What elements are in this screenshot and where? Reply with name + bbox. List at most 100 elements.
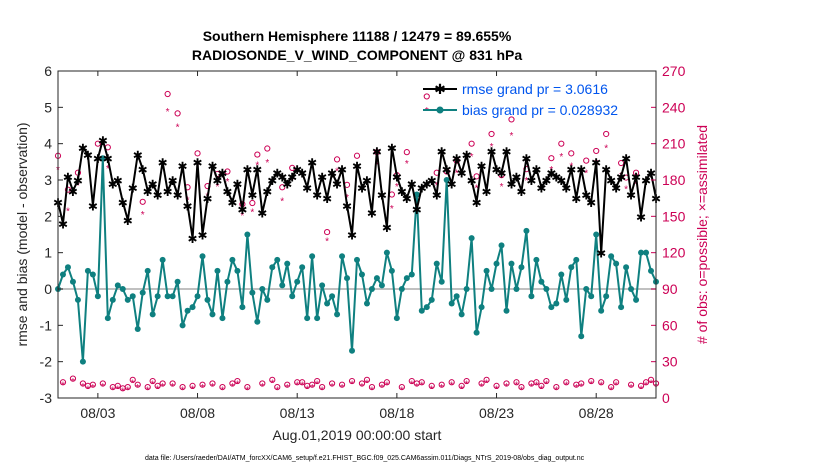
bias-point — [603, 293, 610, 300]
bias-point — [69, 278, 76, 285]
obs-assimilated-point: * — [166, 107, 170, 118]
obs-possible-point — [244, 384, 251, 391]
obs-possible-point — [279, 184, 286, 191]
rmse-point: ✱ — [277, 170, 287, 184]
obs-possible-point — [403, 149, 410, 156]
obs-assimilated-point: * — [589, 379, 593, 390]
rmse-point: ✱ — [113, 174, 123, 188]
obs-possible-point — [149, 377, 156, 385]
bias-point — [523, 227, 530, 234]
bias-point — [249, 289, 256, 296]
obs-assimilated-point: * — [116, 384, 120, 395]
y2-tick-label: 90 — [662, 281, 678, 297]
bias-point — [458, 311, 465, 318]
y2-tick-label: 240 — [662, 99, 686, 115]
obs-possible-point — [583, 157, 590, 164]
x-tick-label: 08/28 — [579, 405, 614, 421]
obs-assimilated-point: * — [385, 381, 389, 392]
obs-assimilated-point: * — [519, 386, 523, 397]
bias-point — [119, 286, 126, 292]
rmse-point: ✱ — [511, 170, 521, 184]
obs-assimilated-point: * — [415, 382, 419, 393]
obs-assimilated-point: * — [365, 378, 369, 389]
obs-possible-point — [563, 379, 570, 386]
rmse-point: ✱ — [143, 185, 153, 199]
obs-possible-point — [603, 130, 610, 138]
rmse-point: ✱ — [611, 181, 621, 195]
obs-assimilated-point: * — [216, 182, 220, 193]
obs-assimilated-point: * — [255, 160, 259, 171]
obs-possible-point — [69, 375, 77, 382]
rmse-point: ✱ — [352, 159, 362, 173]
bias-point — [314, 315, 321, 322]
rmse-point: ✱ — [183, 199, 193, 213]
obs-assimilated-point: * — [639, 384, 643, 395]
bias-point — [239, 304, 246, 311]
bias-point — [174, 278, 181, 285]
rmse-point: ✱ — [397, 185, 407, 199]
bias-point — [578, 333, 585, 340]
x-tick-label: 08/08 — [180, 405, 215, 421]
bias-point — [363, 300, 370, 307]
data-file-footnote: data file: /Users/raeder/DAI/ATM_forcXX/… — [145, 455, 585, 462]
obs-assimilated-point: * — [275, 386, 279, 397]
obs-assimilated-point: * — [564, 381, 568, 392]
rmse-point: ✱ — [123, 214, 133, 228]
obs-assimilated-point: * — [106, 164, 110, 175]
obs-assimilated-point: * — [270, 378, 274, 389]
rmse-point: ✱ — [427, 174, 437, 188]
rmse-point: ✱ — [312, 189, 322, 203]
obs-possible-point — [169, 380, 176, 387]
bias-point — [508, 260, 515, 267]
obs-possible-point — [488, 130, 495, 138]
rmse-point: ✱ — [551, 170, 561, 184]
obs-assimilated-point: * — [644, 381, 648, 392]
rmse-point: ✱ — [193, 156, 203, 170]
bias-point — [513, 286, 520, 292]
obs-possible-point — [548, 155, 555, 162]
bias-point — [99, 155, 106, 162]
obs-possible-point — [637, 382, 645, 389]
obs-possible-point — [338, 381, 346, 388]
obs-assimilated-point: * — [599, 381, 603, 392]
obs-assimilated-point: * — [81, 382, 85, 393]
obs-possible-point — [543, 377, 550, 385]
obs-possible-point — [378, 381, 386, 388]
obs-assimilated-point: * — [380, 383, 384, 394]
bias-point — [149, 311, 156, 318]
rmse-point: ✱ — [487, 145, 497, 159]
rmse-point: ✱ — [68, 185, 78, 199]
rmse-point: ✱ — [232, 178, 242, 192]
obs-possible-point — [199, 381, 206, 388]
obs-possible-point — [174, 110, 181, 117]
obs-assimilated-point: * — [111, 386, 115, 397]
rmse-point: ✱ — [327, 167, 337, 181]
obs-assimilated-point: * — [240, 211, 244, 222]
rmse-point: ✱ — [596, 247, 606, 261]
obs-possible-point — [518, 384, 525, 391]
bias-point — [134, 325, 141, 332]
bias-point — [294, 278, 301, 285]
rmse-point: ✱ — [58, 218, 68, 232]
rmse-point: ✱ — [202, 192, 212, 206]
bias-point — [453, 293, 460, 300]
obs-possible-point — [209, 380, 216, 387]
bias-point — [373, 275, 380, 282]
rmse-point: ✱ — [257, 207, 267, 221]
obs-possible-point — [408, 377, 415, 385]
bias-point — [473, 329, 480, 336]
obs-assimilated-point: * — [425, 106, 429, 117]
obs-assimilated-point: * — [450, 381, 454, 392]
rmse-point: ✱ — [287, 170, 297, 184]
bias-point — [403, 275, 410, 282]
bias-point — [114, 282, 121, 289]
rmse-point: ✱ — [317, 170, 327, 184]
obs-assimilated-point: * — [131, 378, 135, 389]
bias-point — [324, 300, 331, 307]
rmse-point: ✱ — [561, 181, 571, 195]
rmse-point: ✱ — [457, 167, 467, 181]
rmse-point: ✱ — [222, 185, 232, 199]
obs-assimilated-point: * — [470, 152, 474, 163]
obs-possible-point — [478, 380, 485, 387]
obs-assimilated-point: * — [554, 386, 558, 397]
